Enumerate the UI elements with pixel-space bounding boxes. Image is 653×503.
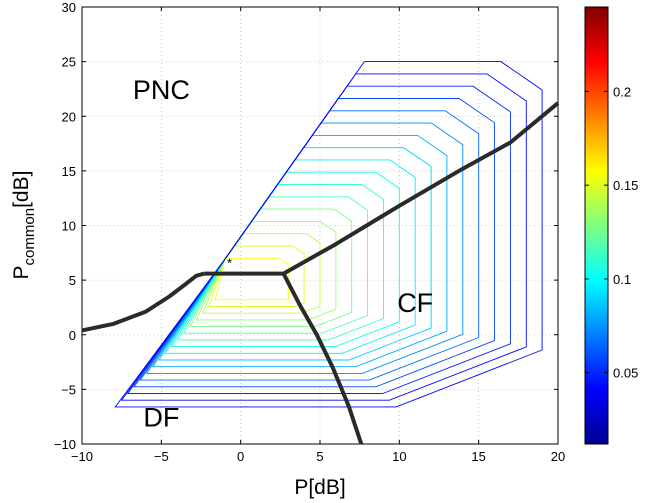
contour-lines — [114, 61, 543, 408]
x-tick-label: −5 — [154, 449, 169, 464]
y-tick-label: 15 — [62, 164, 76, 179]
colorbar-tick-label: 0.2 — [613, 84, 631, 99]
region-label-cf: CF — [397, 288, 433, 318]
region-labels: PNC CF DF — [133, 75, 433, 433]
contour-line — [170, 171, 400, 348]
x-tick-label: 15 — [471, 449, 485, 464]
boundary-curves — [81, 101, 560, 445]
x-tick-label: 0 — [237, 449, 244, 464]
y-axis-label-suffix: [dB] — [10, 171, 33, 208]
pnc-cf-boundary — [282, 101, 560, 276]
contour-line — [120, 73, 527, 401]
x-tick-label: 10 — [392, 449, 406, 464]
contour-line — [114, 61, 543, 408]
optimum-marker: * — [227, 256, 232, 271]
contour-line — [189, 208, 353, 328]
y-axis-ticks: −10 −5 0 5 10 15 20 25 30 — [54, 0, 558, 452]
contour-line — [214, 257, 289, 301]
y-tick-label: 20 — [62, 109, 76, 124]
y-tick-label: 30 — [62, 0, 76, 15]
colorbar — [584, 6, 609, 445]
x-axis-label: P[dB] — [294, 476, 345, 499]
x-tick-label: 5 — [316, 449, 323, 464]
contour-line — [164, 159, 416, 354]
colorbar-tick-label: 0.15 — [613, 178, 638, 193]
y-axis-label-subscript: common — [21, 208, 38, 266]
cf-df-boundary — [281, 272, 364, 445]
y-tick-label: 25 — [62, 55, 76, 70]
colorbar-tick-label: 0.1 — [613, 272, 631, 287]
contour-line — [183, 196, 369, 334]
x-tick-label: 20 — [551, 449, 565, 464]
y-axis-label-main: P — [10, 265, 33, 279]
contour-line — [195, 220, 337, 321]
pnc-df-boundary — [81, 271, 205, 333]
contour-line — [126, 85, 511, 394]
contour-line — [151, 134, 448, 368]
contour-line — [133, 98, 495, 388]
region-label-df: DF — [143, 403, 179, 433]
y-tick-label: 0 — [69, 328, 76, 343]
colorbar-tick-label: 0.05 — [613, 366, 638, 381]
contour-line — [177, 184, 384, 341]
contour-line — [145, 122, 464, 374]
y-tick-label: −5 — [61, 382, 76, 397]
y-axis-label: Pcommon[dB] — [10, 171, 38, 280]
y-tick-label: 10 — [62, 219, 76, 234]
colorbar-ticks: 0.05 0.1 0.15 0.2 — [585, 84, 638, 381]
contour-line — [202, 233, 321, 314]
x-axis-ticks: −10 −5 0 5 10 15 20 — [71, 7, 565, 464]
region-label-pnc: PNC — [133, 75, 190, 105]
contour-line — [139, 110, 480, 381]
contour-line — [158, 147, 432, 361]
x-tick-label: −10 — [71, 449, 93, 464]
contour-line — [208, 245, 305, 307]
y-tick-label: −10 — [54, 437, 76, 452]
y-tick-label: 5 — [69, 273, 76, 288]
